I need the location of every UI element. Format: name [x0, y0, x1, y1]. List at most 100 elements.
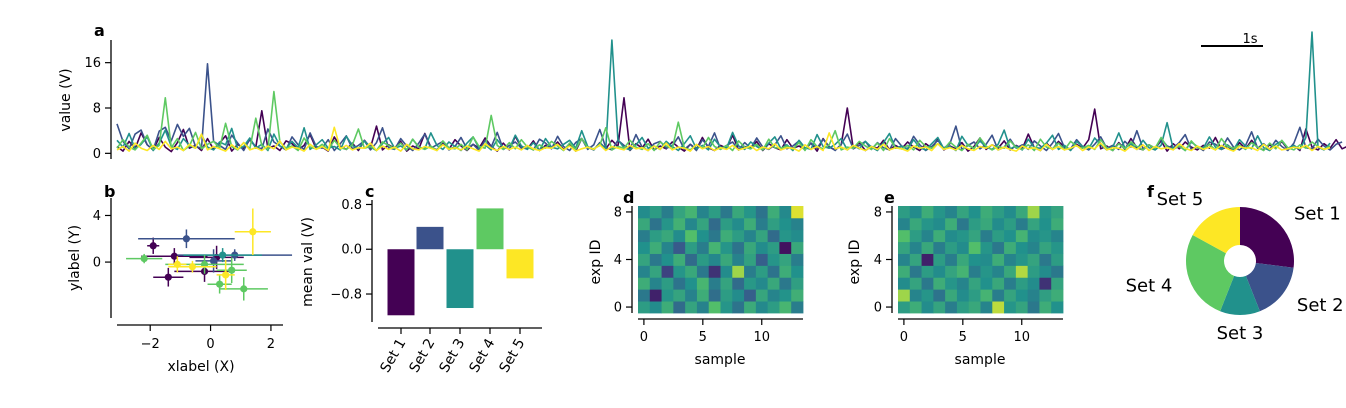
panel-d-cell [685, 253, 698, 266]
panel-c-ylabel: mean val (V) [300, 217, 316, 307]
panel-d-cell [638, 277, 651, 290]
panel-e-cell [980, 289, 993, 302]
panel-d-cell [755, 277, 769, 290]
panel-e-cell [980, 206, 993, 219]
panel-c-bar-3 [446, 249, 474, 309]
panel-d-cell [732, 289, 745, 302]
panel-f-slice-3 [1220, 275, 1260, 315]
panel-b-point [182, 235, 191, 243]
panel-c-bar-2 [416, 226, 444, 250]
panel-b-point [173, 260, 181, 269]
panel-d-cell [673, 277, 686, 290]
panel-d-cell [755, 229, 769, 243]
panel-b-ytick-label: 4 [93, 209, 101, 224]
panel-e-cell [980, 301, 993, 314]
panel-d-cell [649, 277, 662, 290]
panel-d-cell [673, 206, 686, 219]
panel-d-cell [732, 241, 745, 254]
panel-letter-a: a [94, 21, 105, 40]
panel-d-cell [744, 241, 757, 254]
panel-d-cell [685, 289, 698, 302]
panel-d-cell [685, 229, 698, 243]
panel-b-point [164, 273, 172, 281]
panel-d-cell [708, 289, 721, 302]
panel-d-cell [732, 206, 745, 219]
panel-e-cell [1039, 206, 1052, 219]
panel-e-cell [1015, 206, 1029, 219]
panel-d-cell [673, 253, 686, 266]
panel-e-cell [898, 229, 911, 243]
panel-e-cell [1004, 289, 1017, 302]
panel-e-cell [1051, 241, 1064, 254]
panel-e-cell [1039, 301, 1052, 314]
panel-e-cell [945, 206, 958, 219]
panel-a-ytick-label: 0 [93, 147, 101, 162]
panel-d-cell [649, 265, 662, 278]
panel-e-cell [1015, 289, 1029, 302]
panel-d-cell [649, 217, 662, 231]
panel-d-cell [649, 289, 662, 302]
panel-e-cell [909, 206, 922, 219]
panel-e-cell [898, 277, 911, 290]
panel-d-cell [720, 265, 733, 278]
panel-e-cell [956, 229, 970, 243]
panel-e-cell [968, 229, 981, 243]
panel-d-cell [661, 289, 674, 302]
panel-d-cell [638, 301, 651, 314]
panel-d-cell [755, 217, 769, 231]
panel-e-cell [980, 241, 993, 254]
panel-e-cell [1004, 229, 1017, 243]
panel-e-cell [1027, 217, 1040, 231]
panel-d-cell [791, 277, 804, 290]
panel-b-point [249, 228, 257, 236]
panel-d-cell [791, 265, 804, 278]
panel-e-cell [956, 265, 970, 278]
panel-d-cell [767, 265, 780, 278]
panel-e-cell [921, 229, 934, 243]
panel-e-cell [1004, 301, 1017, 314]
panel-d-cell [649, 229, 662, 243]
panel-d-cell [755, 241, 769, 254]
panel-e-cell [898, 289, 911, 302]
panel-d-cell [649, 301, 662, 314]
panel-d-cell [732, 217, 745, 231]
panel-e-ytick-label: 4 [874, 253, 882, 268]
panel-e-cell [992, 217, 1005, 231]
panel-f-slice-label: Set 4 [1126, 275, 1173, 296]
panel-e-cell [1027, 241, 1040, 254]
panel-d-cell [767, 229, 780, 243]
panel-b-point [188, 263, 197, 271]
panel-d-cell [696, 217, 710, 231]
panel-d-cell [779, 206, 792, 219]
panel-e-cell [909, 241, 922, 254]
panel-d-cell [720, 229, 733, 243]
panel-d-cell [767, 289, 780, 302]
panel-d-cell [791, 289, 804, 302]
panel-e-cell [1027, 229, 1040, 243]
panel-e-cell [992, 265, 1005, 278]
panel-d-ylabel: exp ID [588, 240, 604, 285]
panel-d-cell [744, 229, 757, 243]
panel-d-cell [708, 217, 721, 231]
panel-d-cell [791, 301, 804, 314]
panel-f-donut-chart: Set 1 Set 2 Set 3 Set 4 Set 5 [1126, 189, 1344, 344]
panel-a-scalebar-label: 1s [1242, 32, 1257, 47]
panel-e-cell [909, 253, 922, 266]
panel-e-cell [1015, 301, 1029, 314]
panel-e-cell [992, 277, 1005, 290]
panel-c-xtick-label: Set 4 [466, 336, 498, 376]
panel-f-slice-5 [1192, 207, 1240, 254]
panel-b-point [149, 242, 157, 250]
panel-b-point [240, 285, 248, 293]
panel-d-cell [791, 206, 804, 219]
panel-d-heatmap: 0 5 10 0 4 8 sample exp ID [588, 205, 804, 368]
panel-d-cell [720, 241, 733, 254]
panel-d-cell [673, 301, 686, 314]
panel-b-point [216, 280, 224, 288]
panel-e-cell [1051, 217, 1064, 231]
panel-b-ytick-label: 0 [93, 256, 101, 271]
panel-e-cell [945, 265, 958, 278]
panel-e-cell [933, 277, 946, 290]
panel-f-slice-2 [1245, 263, 1294, 312]
